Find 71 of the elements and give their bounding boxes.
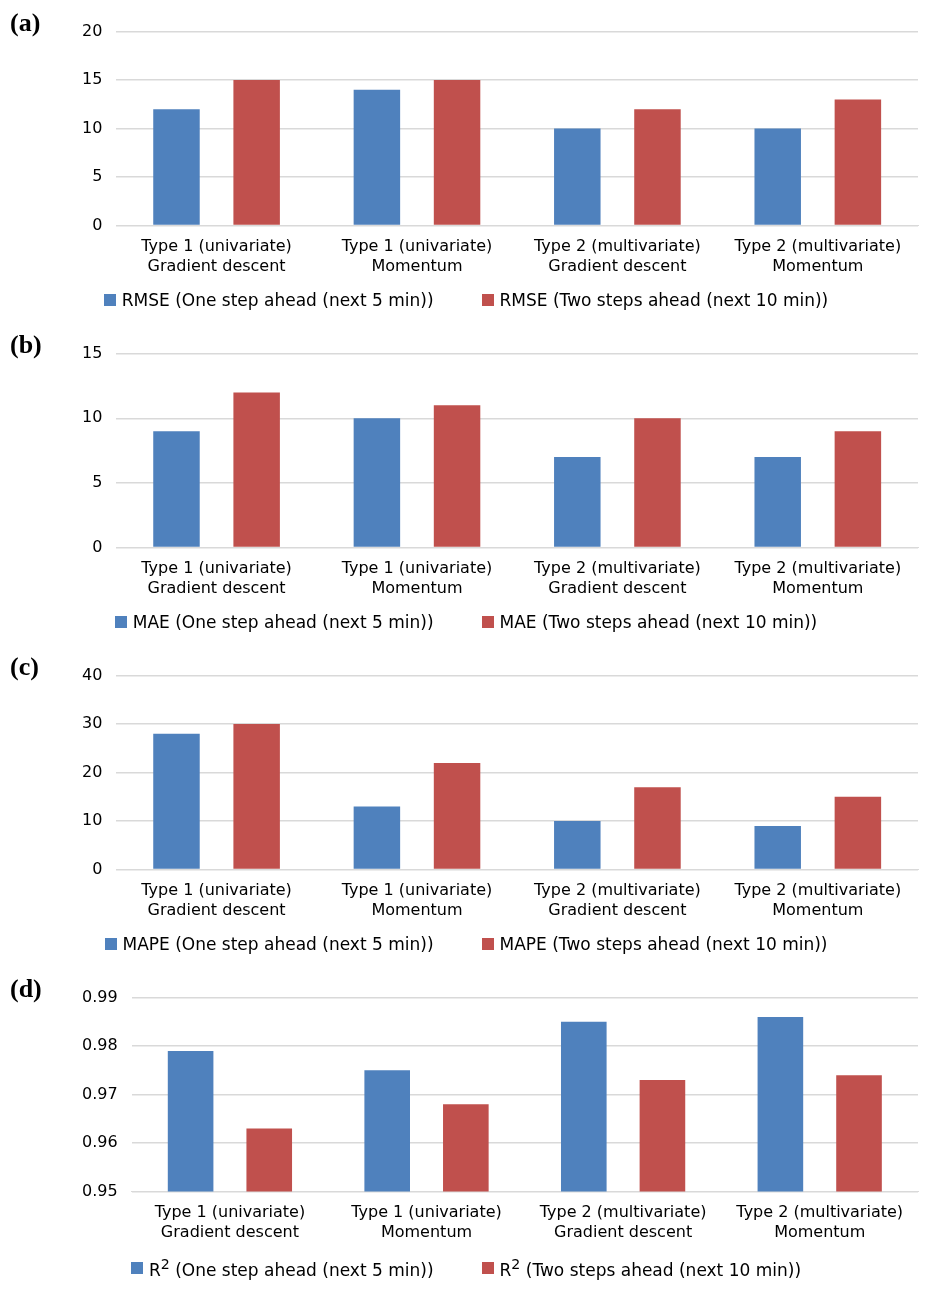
bar [834, 99, 882, 225]
y-tick-label: 20 [82, 20, 103, 40]
chart-title: (c) [10, 652, 39, 682]
x-tick-label: Type 2 (multivariate) Gradient descent [538, 1202, 707, 1241]
x-tick-label: Type 2 (multivariate) Gradient descent [533, 558, 701, 597]
x-tick-label: Type 1 (univariate) Gradient descent [153, 1202, 306, 1241]
legend-label: RMSE (One step ahead (next 5 min)) [121, 290, 434, 310]
legend-label: MAPE (One step ahead (next 5 min)) [122, 934, 434, 954]
bar [433, 80, 481, 225]
x-tick-label: Type 1 (univariate) Gradient descent [140, 880, 292, 919]
y-tick-label: 10 [82, 117, 103, 137]
legend-label: MAPE (Two steps ahead (next 10 min)) [499, 934, 828, 954]
bar [554, 821, 601, 869]
x-tick-label: Type 2 (multivariate) Gradient descent [533, 880, 701, 919]
x-tick-label: Type 1 (univariate) Momentum [340, 880, 493, 919]
bar [634, 418, 681, 547]
bar [754, 457, 801, 547]
x-tick-label: Type 1 (univariate) Gradient descent [140, 558, 292, 597]
x-tick-label: Type 1 (univariate) Momentum [340, 558, 493, 597]
y-tick-label: 0 [92, 214, 103, 234]
x-tick-label: Type 2 (multivariate) Momentum [733, 880, 902, 919]
chart-title: (d) [10, 974, 42, 1004]
bar [233, 80, 280, 225]
y-tick-label: 0.95 [82, 1180, 118, 1200]
bar [353, 89, 401, 225]
x-tick-label: Type 1 (univariate) Gradient descent [140, 236, 292, 275]
x-tick-label: Type 2 (multivariate) Gradient descent [533, 236, 701, 275]
y-tick-label: 0.98 [82, 1035, 118, 1055]
legend-label: R$^{2}$ (One step ahead (next 5 min)) [148, 1256, 434, 1280]
bar [433, 405, 481, 547]
y-tick-label: 5 [92, 472, 103, 492]
y-tick-label: 40 [82, 664, 103, 684]
chart-title: (a) [10, 8, 41, 38]
legend-label: MAE (One step ahead (next 5 min)) [132, 612, 434, 632]
bar [554, 457, 601, 547]
y-tick-label: 5 [92, 166, 103, 186]
y-tick-label: 15 [82, 342, 103, 362]
y-tick-label: 0 [92, 536, 103, 556]
bar [233, 392, 280, 547]
bar [153, 733, 200, 869]
bar [754, 825, 801, 869]
y-tick-label: 10 [82, 407, 103, 427]
y-tick-label: 0.96 [82, 1132, 118, 1152]
bar [153, 431, 200, 547]
chart-title: (b) [10, 330, 42, 360]
y-tick-label: 20 [82, 761, 103, 781]
y-tick-label: 0.97 [82, 1083, 118, 1103]
bar [353, 806, 401, 869]
bar [634, 787, 681, 869]
x-tick-label: Type 2 (multivariate) Momentum [733, 558, 902, 597]
y-tick-label: 15 [82, 69, 103, 89]
x-tick-label: Type 2 (multivariate) Momentum [733, 236, 902, 275]
y-tick-label: 0 [92, 858, 103, 878]
legend-label: R$^{2}$ (Two steps ahead (next 10 min)) [499, 1256, 802, 1280]
bar [634, 109, 681, 225]
bar [233, 724, 280, 869]
bar [834, 796, 882, 869]
y-tick-label: 10 [82, 810, 103, 830]
legend-label: RMSE (Two steps ahead (next 10 min)) [499, 290, 829, 310]
bar [433, 762, 481, 869]
bar [353, 418, 401, 547]
x-tick-label: Type 2 (multivariate) Momentum [735, 1202, 904, 1241]
bar [153, 109, 200, 225]
bar [754, 128, 801, 225]
bar [834, 431, 882, 547]
x-tick-label: Type 1 (univariate) Momentum [340, 236, 493, 275]
y-tick-label: 30 [82, 713, 103, 733]
bar [554, 128, 601, 225]
y-tick-label: 0.99 [82, 986, 118, 1006]
legend-label: MAE (Two steps ahead (next 10 min)) [499, 612, 818, 632]
x-tick-label: Type 1 (univariate) Momentum [350, 1202, 502, 1241]
